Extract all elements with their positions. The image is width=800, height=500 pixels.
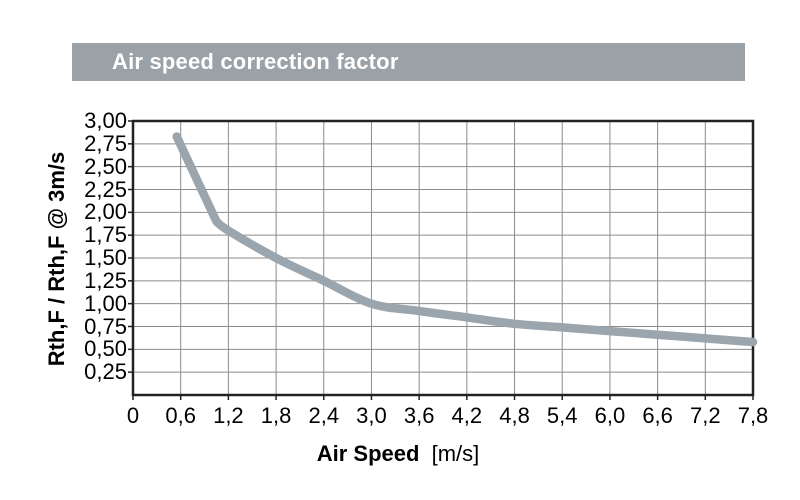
correction-factor-curve [172,132,758,347]
page-title: Air speed correction factor [112,49,399,74]
y-tick-label: 0,50 [84,336,127,362]
x-tick-label: 4,2 [451,403,483,428]
x-tick-label: 3,6 [403,403,435,428]
x-axis-title-text: Air Speed [316,441,420,466]
y-tick-label: 1,75 [84,222,127,248]
x-tick-label: 6,0 [594,403,626,428]
y-tick-label: 1,00 [84,290,127,316]
gridlines [133,121,753,395]
x-tick-label: 7,8 [737,403,769,428]
y-axis-title: Rth,F / Rth,F @ 3m/s [44,151,69,367]
frame-rect [131,119,755,397]
plot-frame [131,119,755,397]
x-axis-title: Air Speed [m/s] [317,441,480,467]
x-tick-label: 1,2 [213,403,244,428]
x-tick-label: 7,2 [690,403,721,428]
y-tick-label: 2,25 [84,176,127,202]
y-tick-label: 1,50 [84,245,127,270]
x-tick-label: 3,0 [356,403,387,428]
y-tick-label: 0,75 [84,313,127,339]
y-tick-label: 2,75 [84,130,127,156]
x-axis-title-unit: [m/s] [431,441,480,466]
y-tick-label: 1,25 [84,267,127,293]
y-tick-label: 2,00 [84,199,127,225]
y-tick-label: 3,00 [84,108,127,133]
x-tick-label: 0,6 [165,403,196,428]
axis-ticks [128,120,754,400]
y-tick-label: 0,25 [84,359,127,385]
x-tick-label: 1,8 [260,403,292,428]
x-tick-label: 5,4 [546,403,578,428]
x-tick-label: 4,8 [499,403,530,428]
x-tick-label: 2,4 [308,403,340,428]
curve-path [172,132,758,347]
header-bar: Air speed correction factor [72,43,745,81]
x-tick-label: 0 [126,403,140,428]
x-tick-label: 6,6 [642,403,673,428]
y-tick-label: 2,50 [84,153,127,179]
